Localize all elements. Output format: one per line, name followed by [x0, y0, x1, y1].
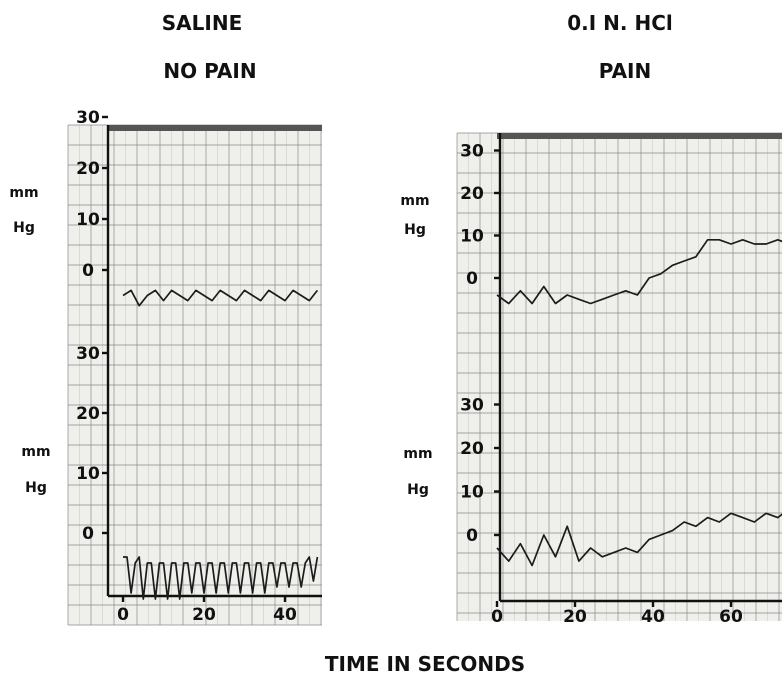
left-bottom-y-tick-label: 20	[76, 404, 100, 424]
left-x-tick-label: 0	[117, 605, 129, 625]
left-top-y-tick-label: 20	[76, 159, 100, 179]
left-top-y-tick-label: 30	[76, 108, 100, 128]
right-top-y-tick-label: 10	[460, 227, 484, 247]
right-bottom-ylabel-hg: Hg	[407, 482, 429, 498]
left-bottom-pressure-trace	[123, 556, 319, 600]
right-panel-subtitle: PAIN	[599, 59, 651, 83]
trace-layer	[122, 238, 782, 600]
left-panel-subtitle: NO PAIN	[163, 59, 256, 83]
left-bottom-y-tick-label: 30	[76, 344, 100, 364]
right-paper-top-band	[497, 133, 782, 139]
right-top-ylabel-hg: Hg	[404, 222, 426, 238]
right-bottom-y-tick-label: 20	[460, 439, 484, 459]
right-chart-paper	[457, 133, 782, 621]
right-x-tick-label: 40	[641, 607, 665, 627]
right-top-pressure-trace	[496, 238, 782, 305]
right-bottom-pressure-trace	[496, 512, 782, 567]
x-axis-title: TIME IN SECONDS	[325, 652, 525, 676]
left-top-ylabel-hg: Hg	[13, 220, 35, 236]
left-bottom-ylabel-hg: Hg	[25, 480, 47, 496]
right-bottom-y-tick-label: 10	[460, 483, 484, 503]
right-bottom-y-tick-label: 0	[466, 526, 478, 546]
axis-layer	[102, 115, 782, 607]
right-bottom-ylabel-mm: mm	[403, 446, 432, 462]
right-x-tick-label: 60	[719, 607, 743, 627]
right-top-y-tick-label: 20	[460, 184, 484, 204]
left-top-pressure-trace	[122, 289, 319, 307]
right-top-y-tick-label: 30	[460, 142, 484, 162]
right-top-y-tick-label: 0	[466, 269, 478, 289]
right-x-tick-label: 0	[491, 607, 503, 627]
left-bottom-ylabel-mm: mm	[21, 444, 50, 460]
left-x-tick-label: 40	[273, 605, 297, 625]
right-top-ylabel-mm: mm	[400, 193, 429, 209]
left-paper-top-band	[108, 125, 322, 131]
left-panel-title: SALINE	[162, 11, 242, 35]
left-bottom-y-tick-label: 0	[82, 524, 94, 544]
left-bottom-y-tick-label: 10	[76, 464, 100, 484]
right-panel-title: 0.I N. HCl	[567, 11, 673, 35]
left-top-ylabel-mm: mm	[9, 185, 38, 201]
tick-layer: 0 20 40 0 10 20 30 0 10 20 30 0 20 40 60 0 10 20 30 0 10 20 30	[76, 108, 743, 627]
left-top-y-tick-label: 0	[82, 261, 94, 281]
right-bottom-y-tick-label: 30	[460, 396, 484, 416]
right-x-tick-label: 20	[563, 607, 587, 627]
left-x-tick-label: 20	[192, 605, 216, 625]
left-chart-paper	[68, 125, 322, 625]
grid-layer	[67, 124, 782, 626]
left-top-y-tick-label: 10	[76, 210, 100, 230]
